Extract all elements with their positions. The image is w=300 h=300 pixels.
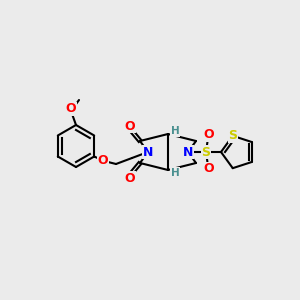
- Text: O: O: [204, 163, 214, 176]
- Text: O: O: [125, 119, 135, 133]
- Text: S: S: [202, 146, 211, 158]
- Text: N: N: [143, 146, 153, 158]
- Text: O: O: [204, 128, 214, 142]
- Text: O: O: [66, 103, 76, 116]
- Text: O: O: [98, 154, 108, 166]
- Text: S: S: [228, 129, 237, 142]
- Text: H: H: [171, 168, 179, 178]
- Text: H: H: [171, 126, 179, 136]
- Text: O: O: [125, 172, 135, 184]
- Text: N: N: [183, 146, 193, 158]
